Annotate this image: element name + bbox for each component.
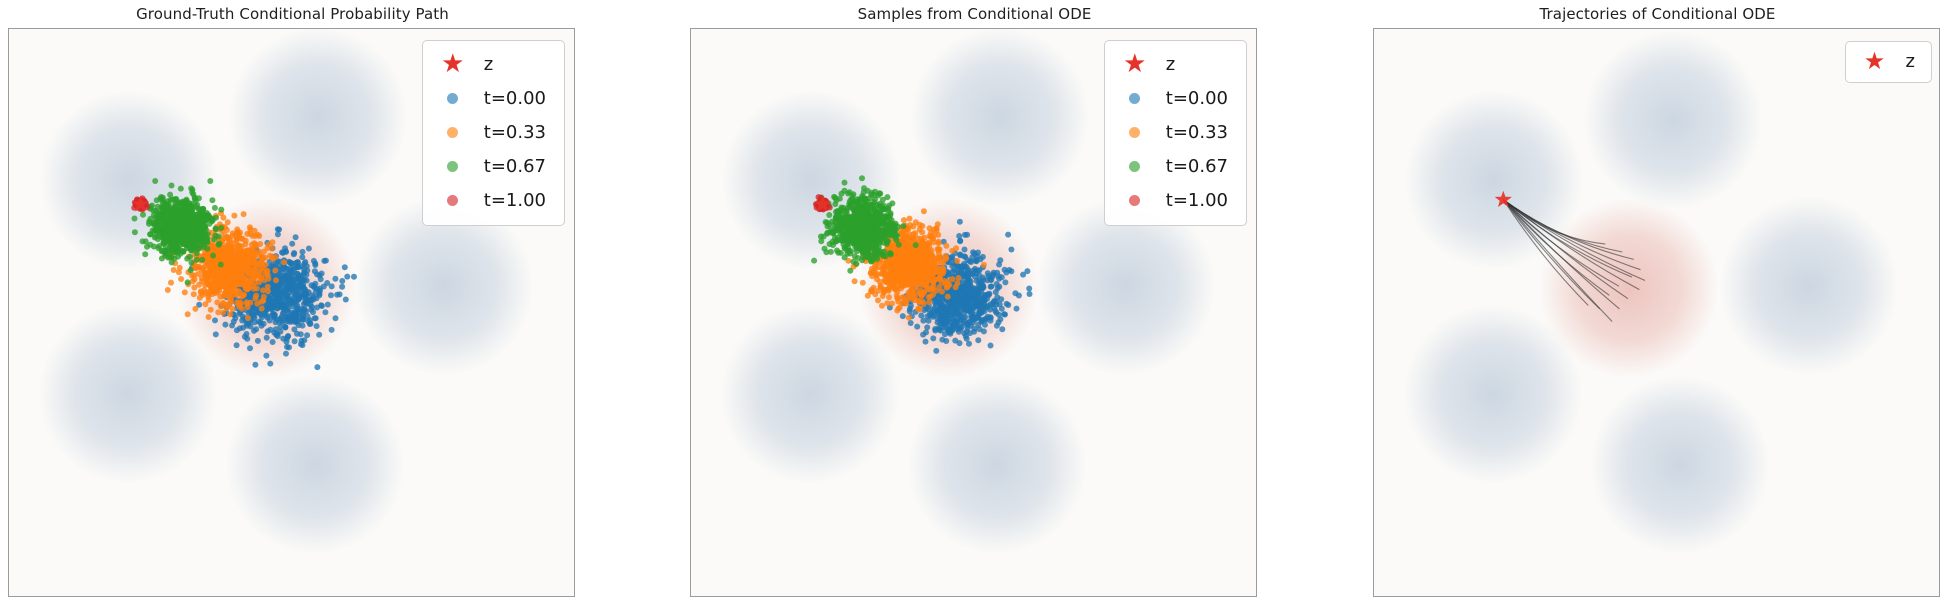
legend-row-z: ★ z	[436, 47, 546, 81]
legend-row-z: ★ z	[1858, 46, 1915, 76]
legend-label-t067: t=0.67	[483, 155, 546, 177]
scatter-series-t067	[131, 178, 225, 286]
legend-row-t033: t=0.33	[436, 115, 546, 149]
legend-row-t100: t=1.00	[1118, 183, 1228, 217]
scatter-series-t033	[164, 210, 287, 322]
legend-label-t100: t=1.00	[483, 189, 546, 211]
t033-dot-icon	[1129, 126, 1141, 138]
legend-row-t067: t=0.67	[1118, 149, 1228, 183]
panel-samples-ode: Samples from Conditional ODE ★ z t=0.00 …	[690, 0, 1259, 608]
legend-label-t000: t=0.00	[1165, 87, 1228, 109]
legend-row-z: ★ z	[1118, 47, 1228, 81]
legend-row-t067: t=0.67	[436, 149, 546, 183]
z-star-icon: ★	[1863, 47, 1886, 75]
legend-label-t033: t=0.33	[1165, 121, 1228, 143]
scatter-svg-1	[131, 178, 357, 371]
legend-row-t033: t=0.33	[1118, 115, 1228, 149]
z-star-marker	[1494, 190, 1512, 207]
z-star-marker	[131, 195, 150, 212]
z-star-icon: ★	[441, 49, 465, 79]
t100-dot-icon	[1129, 194, 1141, 206]
panel-3-plot-area: ★ z	[1373, 28, 1940, 597]
legend-panel-1: ★ z t=0.00 t=0.33 t=0.67 t=1.00	[421, 40, 565, 226]
legend-label-t000: t=0.00	[483, 87, 546, 109]
trajectory-svg	[1494, 190, 1646, 322]
t000-dot-icon	[1129, 92, 1141, 104]
legend-label-t100: t=1.00	[1165, 189, 1228, 211]
legend-label-z: z	[1165, 53, 1176, 75]
trajectory-lines	[1502, 199, 1646, 322]
t100-dot-icon	[447, 194, 459, 206]
t000-dot-icon	[447, 92, 459, 104]
scatter-svg-2	[811, 175, 1033, 354]
panel-3-title: Trajectories of Conditional ODE	[1539, 5, 1776, 23]
panel-1-title: Ground-Truth Conditional Probability Pat…	[136, 5, 449, 23]
t033-dot-icon	[447, 126, 459, 138]
legend-row-t100: t=1.00	[436, 183, 546, 217]
legend-label-t067: t=0.67	[1165, 155, 1228, 177]
panel-1-plot-area: ★ z t=0.00 t=0.33 t=0.67 t=1.00	[8, 28, 575, 597]
panel-2-plot-area: ★ z t=0.00 t=0.33 t=0.67 t=1.00	[690, 28, 1257, 597]
z-star-icon: ★	[1123, 49, 1147, 79]
legend-label-t033: t=0.33	[483, 121, 546, 143]
scatter-series-t067	[811, 175, 919, 274]
legend-row-t000: t=0.00	[436, 81, 546, 115]
legend-row-t000: t=0.00	[1118, 81, 1228, 115]
t067-dot-icon	[447, 160, 459, 172]
panel-ground-truth-path: Ground-Truth Conditional Probability Pat…	[8, 0, 577, 608]
legend-panel-2: ★ z t=0.00 t=0.33 t=0.67 t=1.00	[1103, 40, 1247, 226]
legend-label-z: z	[483, 53, 494, 75]
z-star-marker	[813, 195, 832, 212]
scatter-series-t033	[845, 207, 987, 321]
legend-panel-3: ★ z	[1844, 41, 1932, 83]
legend-label-z: z	[1905, 50, 1915, 72]
t067-dot-icon	[1129, 160, 1141, 172]
panel-trajectories-ode: Trajectories of Conditional ODE ★ z	[1373, 0, 1942, 608]
panel-2-title: Samples from Conditional ODE	[857, 5, 1092, 23]
